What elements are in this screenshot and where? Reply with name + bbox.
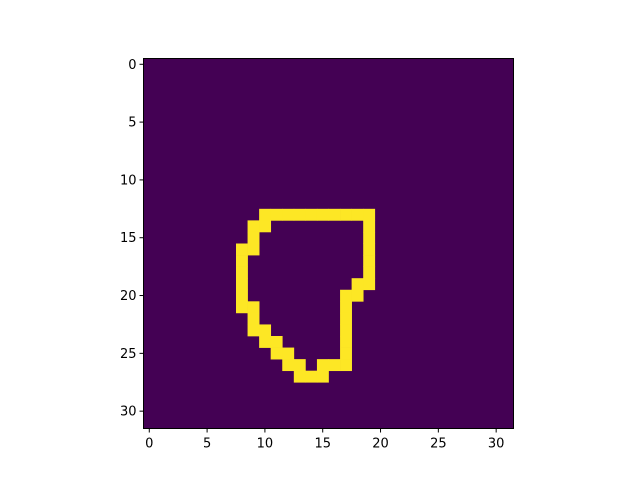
heatmap-cell — [328, 359, 341, 372]
heatmap-cell — [363, 208, 376, 221]
heatmap-cell — [340, 301, 352, 314]
heatmap-cell — [316, 208, 329, 221]
heatmap-cell — [340, 312, 352, 325]
heatmap-cell — [270, 347, 283, 360]
heatmap-cell — [236, 289, 248, 302]
heatmap-cell — [305, 208, 318, 221]
plot-area — [143, 58, 514, 429]
heatmap-cell — [259, 220, 272, 233]
heatmap-cell — [259, 336, 272, 348]
heatmap-cell — [282, 347, 295, 360]
heatmap-cell — [340, 324, 352, 337]
heatmap-cell — [340, 347, 352, 360]
heatmap-cell — [363, 278, 376, 291]
heatmap-cell — [340, 208, 352, 221]
y-tick-label: 0 — [128, 58, 136, 73]
heatmap-cell — [236, 301, 248, 314]
y-tick-label: 15 — [120, 231, 137, 246]
heatmap-cell — [236, 255, 248, 267]
heatmap-cell — [316, 359, 329, 372]
x-tick-label: 30 — [488, 437, 505, 452]
x-axis: 0 5 10 15 20 25 30 — [145, 428, 505, 452]
heatmap-cell — [305, 370, 318, 383]
heatmap-cell — [293, 208, 306, 221]
heatmap-cell — [247, 243, 260, 256]
heatmap-cell — [340, 336, 352, 348]
heatmap-cell — [270, 208, 283, 221]
heatmap-cell — [236, 278, 248, 291]
heatmap-cell — [293, 370, 306, 383]
heatmap-cell — [259, 324, 272, 337]
heatmap-cell — [259, 208, 272, 221]
heatmap-cells — [236, 208, 376, 383]
x-tick-label: 10 — [257, 437, 274, 452]
heatmap-cell — [328, 208, 341, 221]
heatmap-cell — [293, 359, 306, 372]
heatmap-cell — [247, 312, 260, 325]
heatmap-cell — [363, 255, 376, 267]
heatmap-cell — [351, 289, 364, 302]
heatmap-cell — [340, 289, 352, 302]
x-tick-label: 5 — [203, 437, 211, 452]
heatmap-cell — [247, 324, 260, 337]
heatmap-cell — [236, 266, 248, 279]
heatmap-cell — [363, 231, 376, 244]
heatmap-cell — [247, 301, 260, 314]
heatmap-cell — [351, 278, 364, 291]
y-tick-label: 25 — [120, 347, 137, 362]
heatmap-cell — [270, 336, 283, 348]
y-tick-label: 5 — [128, 116, 136, 131]
heatmap-cell — [247, 220, 260, 233]
y-axis: 0 5 10 15 20 25 30 — [120, 58, 144, 420]
y-tick-label: 20 — [120, 289, 137, 304]
heatmap-cell — [247, 231, 260, 244]
x-tick-label: 15 — [314, 437, 331, 452]
heatmap-cell — [340, 359, 352, 372]
y-tick-label: 10 — [120, 173, 137, 188]
y-tick-label: 30 — [120, 405, 137, 420]
x-tick-label: 0 — [145, 437, 153, 452]
heatmap-cell — [351, 208, 364, 221]
heatmap-cell — [316, 370, 329, 383]
x-tick-label: 25 — [430, 437, 447, 452]
heatmap-cell — [363, 243, 376, 256]
heatmap-cell — [236, 243, 248, 256]
heatmap-cell — [363, 220, 376, 233]
heatmap-cell — [363, 266, 376, 279]
heatmap-cell — [282, 359, 295, 372]
heatmap-cell — [282, 208, 295, 221]
plot-frame — [143, 58, 514, 429]
x-tick-label: 20 — [372, 437, 389, 452]
